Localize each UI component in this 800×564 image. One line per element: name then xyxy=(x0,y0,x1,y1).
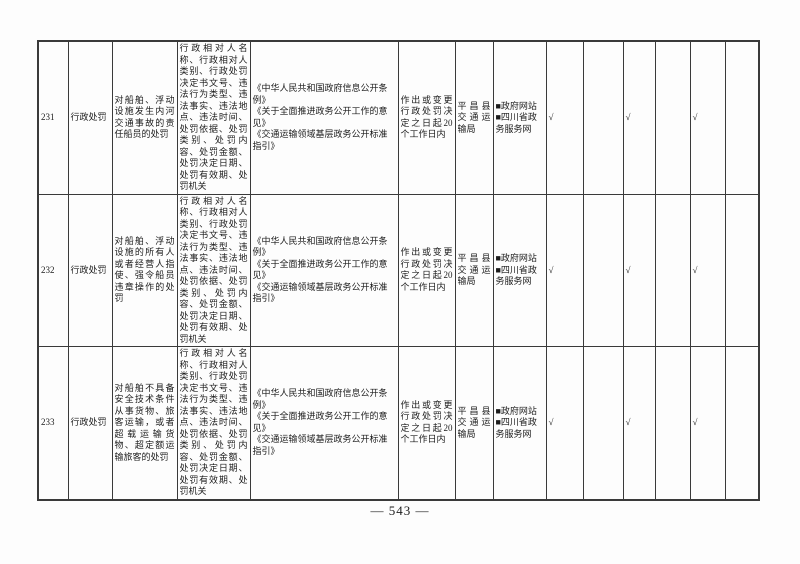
cell-category: 行政处罚 xyxy=(67,193,113,347)
cell-check-2 xyxy=(582,193,624,347)
cell-basis: 《中华人民共和国政府信息公开条例》 《关于全面推进政务公开工作的意见》 《交通运… xyxy=(249,40,399,195)
basis-title: 《中华人民共和国政府信息公开条例》 xyxy=(252,388,388,410)
cell-seq: 233 xyxy=(37,346,69,500)
cell-check-1: √ xyxy=(545,40,584,195)
basis-title: 《关于全面推进政务公开工作的意见》 xyxy=(252,411,388,433)
cell-subject: 平昌县交通运输局 xyxy=(454,193,494,347)
cell-check-2 xyxy=(582,40,624,195)
channel-service-network: ■四川省政务服务网 xyxy=(495,264,537,287)
channel-service-network: ■四川省政务服务网 xyxy=(495,417,537,439)
cell-check-3: √ xyxy=(622,346,656,500)
basis-title: 《关于全面推进政务公开工作的意见》 xyxy=(252,106,388,128)
basis-title: 《中华人民共和国政府信息公开条例》 xyxy=(252,83,388,105)
cell-check-4 xyxy=(654,193,691,347)
cell-check-6 xyxy=(724,40,760,195)
table-row: 231 行政处罚 对船舶、浮动设施发生内河交通事故的责任船员的处罚 行政相对人名… xyxy=(37,40,760,195)
disclosure-table: 231 行政处罚 对船舶、浮动设施发生内河交通事故的责任船员的处罚 行政相对人名… xyxy=(37,40,760,501)
cell-check-2 xyxy=(582,346,624,500)
cell-category: 行政处罚 xyxy=(67,40,113,195)
cell-check-3: √ xyxy=(622,40,656,195)
cell-check-5: √ xyxy=(689,193,726,347)
cell-time-limit: 作出或变更行政处罚决定之日起20个工作日内 xyxy=(397,40,456,195)
basis-title: 《中华人民共和国政府信息公开条例》 xyxy=(252,235,388,258)
cell-check-3: √ xyxy=(622,193,656,347)
cell-subject: 平昌县交通运输局 xyxy=(454,346,494,500)
page-number: — 543 — xyxy=(370,503,430,518)
basis-title: 《关于全面推进政务公开工作的意见》 xyxy=(252,258,388,281)
cell-check-1: √ xyxy=(545,346,584,500)
channel-government-website: ■政府网站 xyxy=(495,405,537,416)
cell-seq: 231 xyxy=(37,40,69,195)
cell-content: 行政相对人名称、行政相对人类别、行政处罚决定书文号、违法行为类型、违法事实、违法… xyxy=(176,193,251,347)
cell-seq: 232 xyxy=(37,193,69,347)
cell-channels: ■政府网站 ■四川省政务服务网 xyxy=(492,40,547,195)
channel-government-website: ■政府网站 xyxy=(495,100,537,111)
cell-time-limit: 作出或变更行政处罚决定之日起20个工作日内 xyxy=(397,193,456,347)
cell-item: 对船舶、浮动设施的所有人或者经营人指使、强令船员违章操作的处罚 xyxy=(111,193,178,347)
cell-item: 对船舶不具备安全技术条件从事货物、旅客运输，或者超载运输货物、超定额运输旅客的处… xyxy=(111,346,178,500)
cell-check-1: √ xyxy=(545,193,584,347)
cell-check-6 xyxy=(724,346,760,500)
cell-check-4 xyxy=(654,346,691,500)
basis-title: 《交通运输领域基层政务公开标准指引》 xyxy=(252,129,388,151)
cell-category: 行政处罚 xyxy=(67,346,113,500)
cell-check-5: √ xyxy=(689,346,726,500)
cell-basis: 《中华人民共和国政府信息公开条例》 《关于全面推进政务公开工作的意见》 《交通运… xyxy=(249,346,399,500)
table-row: 232 行政处罚 对船舶、浮动设施的所有人或者经营人指使、强令船员违章操作的处罚… xyxy=(37,193,760,347)
table-row: 233 行政处罚 对船舶不具备安全技术条件从事货物、旅客运输，或者超载运输货物、… xyxy=(37,346,760,500)
cell-check-4 xyxy=(654,40,691,195)
cell-item: 对船舶、浮动设施发生内河交通事故的责任船员的处罚 xyxy=(111,40,178,195)
channel-government-website: ■政府网站 xyxy=(495,253,537,263)
cell-content: 行政相对人名称、行政相对人类别、行政处罚决定书文号、违法行为类型、违法事实、违法… xyxy=(176,40,251,195)
basis-title: 《交通运输领域基层政务公开标准指引》 xyxy=(252,434,388,456)
cell-basis: 《中华人民共和国政府信息公开条例》 《关于全面推进政务公开工作的意见》 《交通运… xyxy=(249,193,399,347)
cell-time-limit: 作出或变更行政处罚决定之日起20个工作日内 xyxy=(397,346,456,500)
basis-title: 《交通运输领域基层政务公开标准指引》 xyxy=(252,281,388,304)
cell-content: 行政相对人名称、行政相对人类别、行政处罚决定书文号、违法行为类型、违法事实、违法… xyxy=(176,346,251,500)
cell-channels: ■政府网站 ■四川省政务服务网 xyxy=(492,193,547,347)
cell-channels: ■政府网站 ■四川省政务服务网 xyxy=(492,346,547,500)
channel-service-network: ■四川省政务服务网 xyxy=(495,112,537,134)
cell-subject: 平昌县交通运输局 xyxy=(454,40,494,195)
cell-check-5: √ xyxy=(689,40,726,195)
cell-check-6 xyxy=(724,193,760,347)
